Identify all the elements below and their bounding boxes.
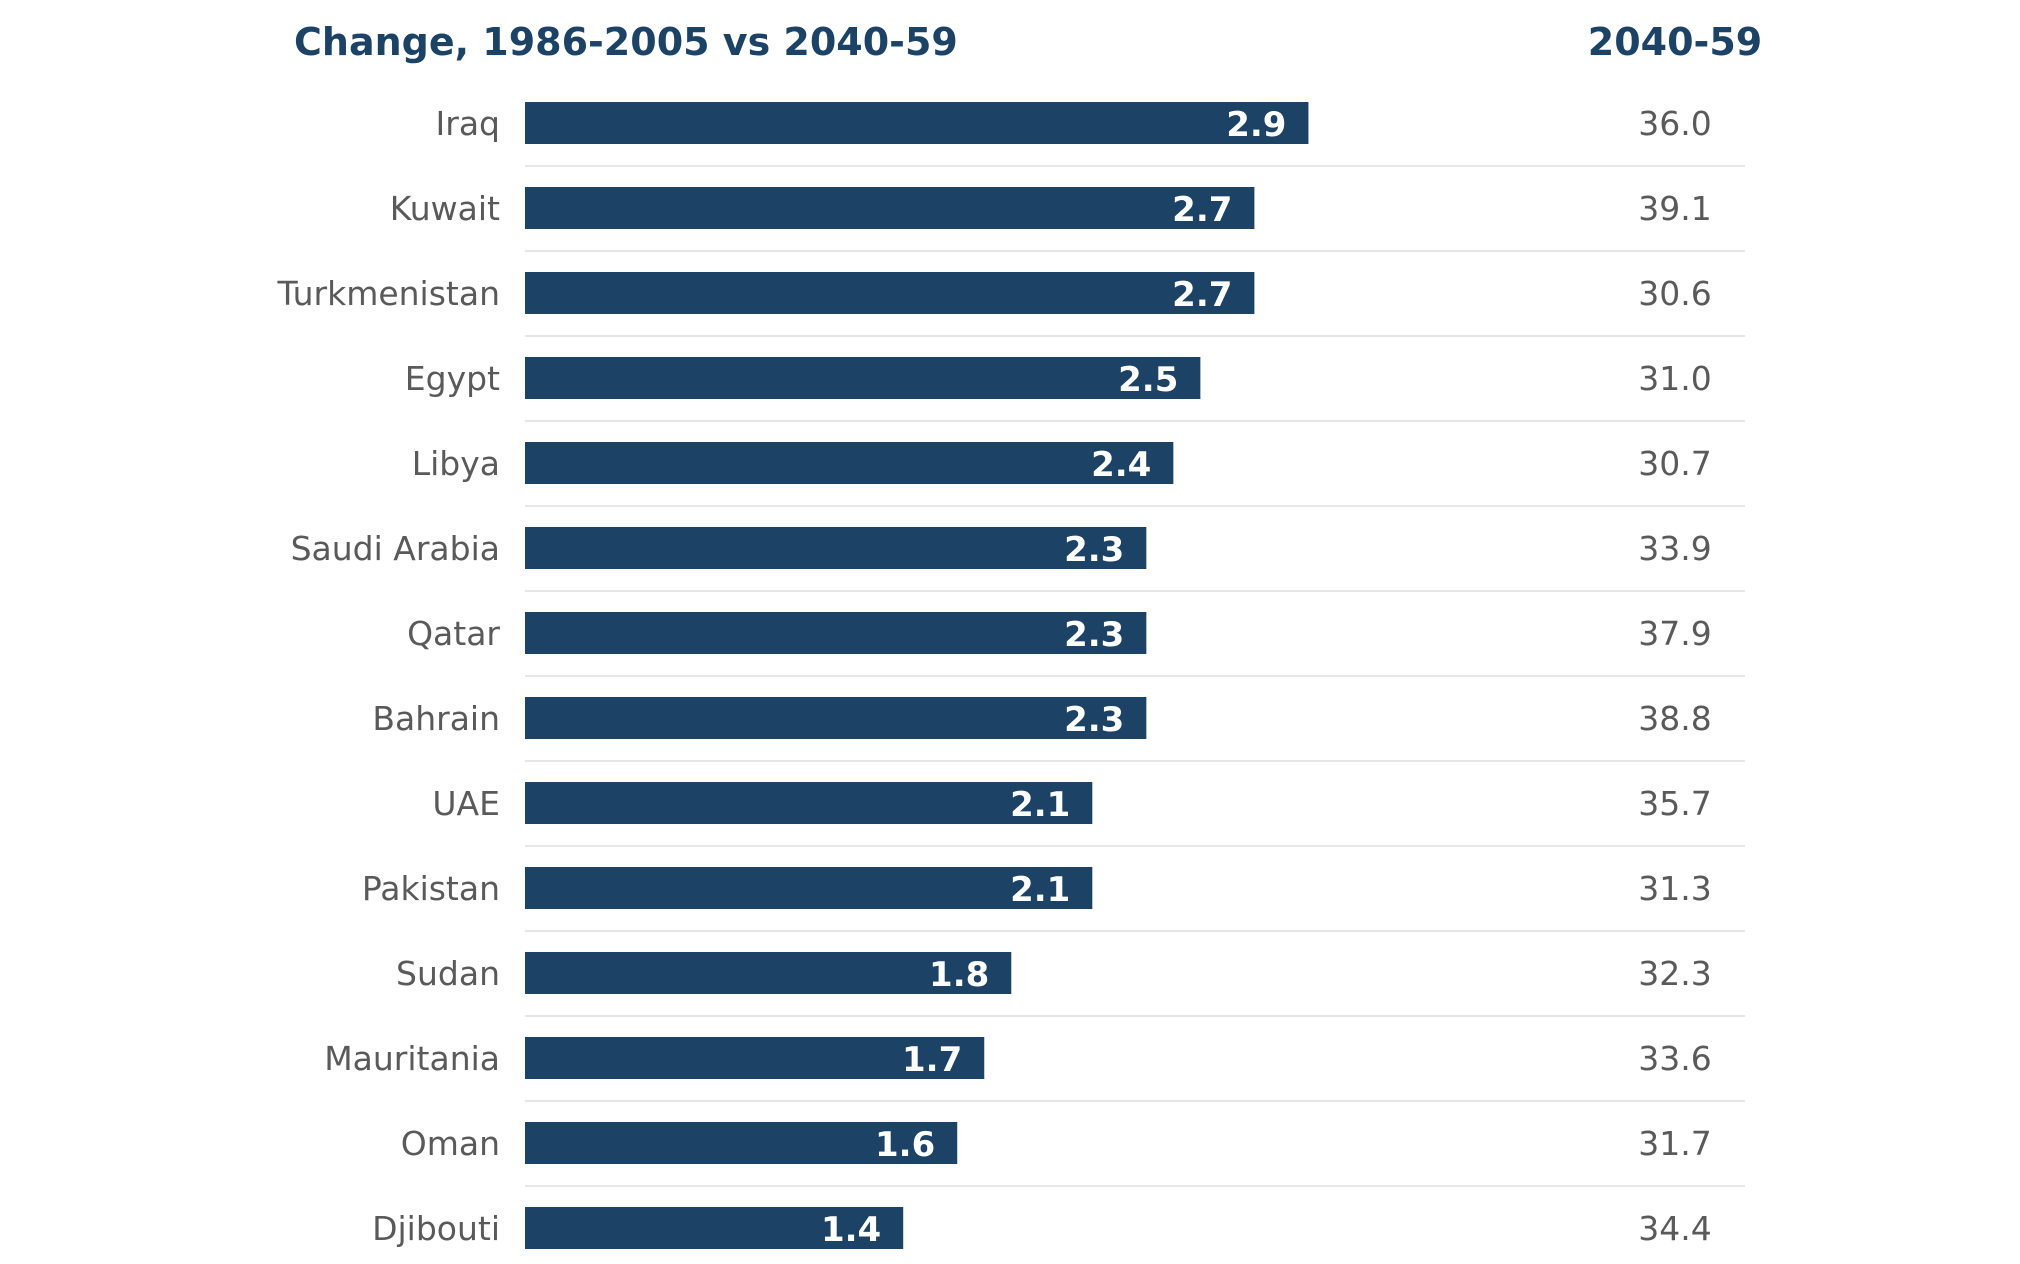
bar — [525, 612, 1147, 654]
category-label: Pakistan — [362, 869, 500, 908]
bar — [525, 442, 1174, 484]
bar-value-label: 1.7 — [902, 1040, 962, 1080]
bar — [525, 1037, 985, 1079]
category-label: Oman — [401, 1124, 500, 1163]
bar-value-label: 1.4 — [821, 1210, 881, 1250]
bar-value-label: 2.3 — [1064, 530, 1124, 570]
bar — [525, 697, 1147, 739]
bar — [525, 782, 1093, 824]
category-label: UAE — [432, 784, 500, 823]
secondary-value: 36.0 — [1638, 104, 1711, 143]
secondary-value: 37.9 — [1638, 614, 1711, 653]
bar-value-label: 2.4 — [1091, 445, 1151, 485]
category-label: Djibouti — [372, 1209, 500, 1248]
chart-title: Change, 1986-2005 vs 2040-59 — [294, 20, 958, 64]
secondary-value: 35.7 — [1638, 784, 1711, 823]
bar — [525, 102, 1309, 144]
bar — [525, 187, 1255, 229]
secondary-value: 31.3 — [1638, 869, 1711, 908]
category-label: Libya — [412, 444, 500, 483]
secondary-column-title: 2040-59 — [1588, 20, 1762, 64]
bar-value-label: 2.1 — [1010, 870, 1070, 910]
secondary-value: 31.0 — [1638, 359, 1711, 398]
secondary-value: 32.3 — [1638, 954, 1711, 993]
secondary-value: 31.7 — [1638, 1124, 1711, 1163]
category-label: Kuwait — [390, 189, 500, 228]
bar — [525, 527, 1147, 569]
bar — [525, 867, 1093, 909]
bar-value-label: 2.7 — [1172, 190, 1232, 230]
category-label: Mauritania — [324, 1039, 500, 1078]
bar — [525, 357, 1201, 399]
secondary-value: 33.6 — [1638, 1039, 1711, 1078]
bar-value-label: 2.3 — [1064, 700, 1124, 740]
bar-value-label: 1.8 — [929, 955, 989, 995]
bar — [525, 1122, 958, 1164]
bar-value-label: 2.5 — [1118, 360, 1178, 400]
category-label: Saudi Arabia — [291, 529, 500, 568]
category-label: Turkmenistan — [276, 274, 500, 313]
secondary-value: 39.1 — [1638, 189, 1711, 228]
category-label: Sudan — [396, 954, 500, 993]
category-label: Qatar — [407, 614, 500, 653]
chart-rows: Iraq 2.9 36.0 Kuwait 2.7 39.1 Turkmenistan 2.7 3… — [276, 102, 1745, 1250]
bar-value-label: 2.3 — [1064, 615, 1124, 655]
bar — [525, 952, 1012, 994]
secondary-value: 34.4 — [1638, 1209, 1711, 1248]
bar — [525, 272, 1255, 314]
bar — [525, 1207, 904, 1249]
secondary-value: 30.6 — [1638, 274, 1711, 313]
bar-value-label: 2.1 — [1010, 785, 1070, 825]
category-label: Iraq — [436, 104, 500, 143]
bar-value-label: 1.6 — [875, 1125, 935, 1165]
bar-value-label: 2.7 — [1172, 275, 1232, 315]
category-label: Bahrain — [372, 699, 500, 738]
bar-value-label: 2.9 — [1226, 105, 1286, 145]
secondary-value: 33.9 — [1638, 529, 1711, 568]
secondary-value: 30.7 — [1638, 444, 1711, 483]
category-label: Egypt — [405, 359, 500, 398]
secondary-value: 38.8 — [1638, 699, 1711, 738]
